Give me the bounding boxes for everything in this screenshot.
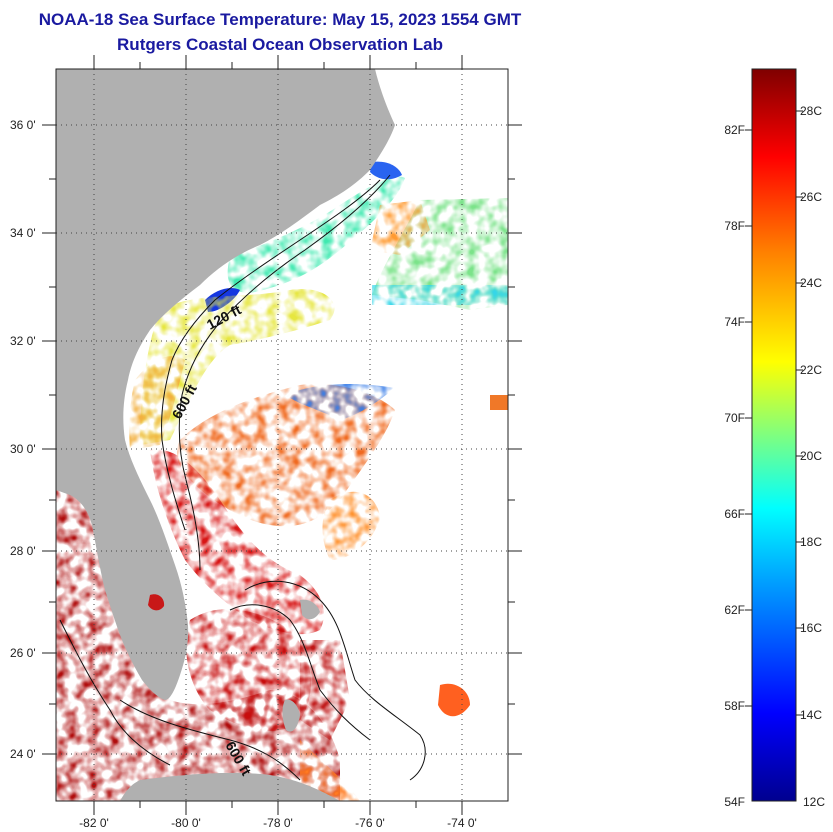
map-frame [42, 55, 522, 815]
lat-label-34: 34 0' [10, 226, 36, 240]
sst-patch-blue-front [285, 384, 395, 420]
colorbar: 82F 78F 74F 70F 66F 62F 58F 54F 28C 26C … [724, 68, 825, 809]
sst-patch-orange-east [322, 491, 380, 560]
land-bahamas-andros [282, 699, 300, 732]
colorbar-c-label: 16C [800, 621, 822, 635]
colorbar-c-label: 22C [800, 363, 822, 377]
lat-label-32: 32 0' [10, 334, 36, 348]
sst-patch-straits-red [300, 640, 350, 740]
land-lake-okeechobee [148, 594, 165, 611]
sst-patch-orange-lower [300, 740, 360, 801]
lon-label-78: -78 0' [263, 816, 293, 830]
map-gridlines [56, 69, 508, 801]
colorbar-c-label: 12C [803, 795, 825, 809]
land-bahamas-abaco [300, 599, 320, 620]
colorbar-f-label: 78F [724, 219, 745, 233]
sst-patch-orange-east-small [490, 395, 508, 410]
sst-data-layer [56, 161, 508, 801]
sst-patch-orange-georgia [129, 356, 185, 450]
sst-patch-blue-cape [370, 161, 402, 180]
lon-label-76: -76 0' [355, 816, 385, 830]
latitude-labels: 36 0' 34 0' 32 0' 30 0' 28 0' 26 0' 24 0… [10, 118, 36, 761]
colorbar-gradient [751, 68, 797, 802]
contour-florida-keys [119, 699, 301, 781]
colorbar-f-label: 66F [724, 507, 745, 521]
contour-gulf [59, 619, 171, 766]
map-subtitle: Rutgers Coastal Ocean Observation Lab [117, 35, 443, 54]
sst-map: 120 ft 600 ft 600 ft [56, 69, 508, 801]
contour-600ft [178, 174, 391, 571]
sst-patch-orange-offshore-se [438, 683, 470, 717]
lat-label-24: 24 0' [10, 747, 36, 761]
lat-label-36: 36 0' [10, 118, 36, 132]
lat-label-26: 26 0' [10, 646, 36, 660]
sst-patch-orange-ne [370, 200, 430, 255]
land-cuba [120, 772, 340, 801]
colorbar-c-label: 24C [800, 276, 822, 290]
lon-label-74: -74 0' [447, 816, 477, 830]
land-layer [56, 69, 395, 801]
lon-label-80: -80 0' [171, 816, 201, 830]
longitude-labels: -82 0' -80 0' -78 0' -76 0' -74 0' [79, 816, 477, 830]
map-title: NOAA-18 Sea Surface Temperature: May 15,… [38, 10, 522, 29]
colorbar-f-label: 74F [724, 315, 745, 329]
sst-patch-red-florida-east [150, 449, 324, 635]
colorbar-f-label: 58F [724, 699, 745, 713]
sst-patch-bahamas-red [186, 609, 311, 731]
colorbar-c-label: 14C [800, 708, 822, 722]
lat-label-28: 28 0' [10, 544, 36, 558]
colorbar-f-label: 82F [724, 123, 745, 137]
bathymetry-contours [59, 174, 426, 781]
colorbar-f-label: 70F [724, 411, 745, 425]
lon-label-82: -82 0' [79, 816, 109, 830]
sst-patch-offshore-cyan [372, 285, 508, 305]
sst-patch-offshore-green [372, 198, 508, 310]
colorbar-f-label: 54F [724, 795, 745, 809]
contour-bahamas-bank [244, 580, 426, 781]
colorbar-c-label: 20C [800, 449, 822, 463]
colorbar-c-label: 18C [800, 535, 822, 549]
colorbar-f-label: 62F [724, 603, 745, 617]
colorbar-c-label: 26C [800, 190, 822, 204]
contour-120ft [161, 179, 381, 531]
colorbar-c-label: 28C [800, 104, 822, 118]
sst-patch-yellow-shelf [140, 289, 335, 445]
lat-label-30: 30 0' [10, 442, 36, 456]
land-us-southeast [56, 69, 395, 700]
